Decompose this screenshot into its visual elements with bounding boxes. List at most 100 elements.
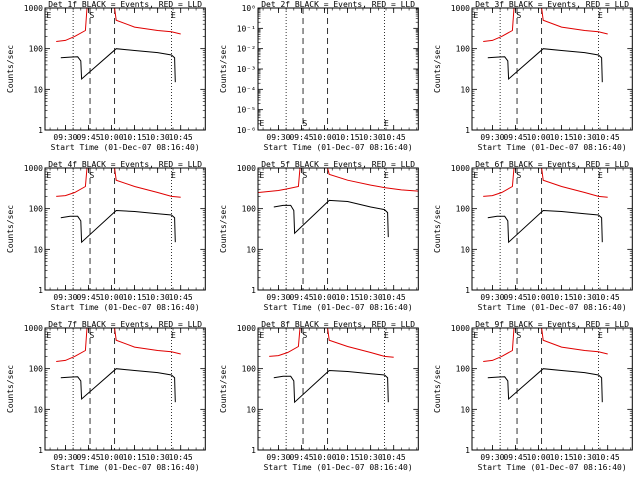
- x-tick-label: 10:45: [595, 133, 619, 142]
- chart-title: Det 4f BLACK = Events, RED = LLD: [48, 160, 202, 169]
- detector-chart-4: 1 10 100 1000 09:30 09:45 10:00 10:15 10:30 10:45…: [0, 160, 213, 320]
- y-tick-label: 100: [29, 45, 44, 54]
- y-tick-label: 10: [247, 405, 257, 414]
- lld-rate-series: [56, 328, 181, 362]
- detector-chart-3: 1 10 100 1000 09:30 09:45 10:00 10:15 10:30 10:45…: [427, 0, 640, 160]
- x-tick-label: 10:15: [549, 293, 573, 302]
- x-tick-label: 10:30: [572, 133, 596, 142]
- y-axis-label: Counts/sec: [219, 365, 228, 413]
- x-tick-label: 09:45: [76, 133, 100, 142]
- x-tick-label: 09:30: [480, 293, 504, 302]
- x-axis-label: Start Time (01-Dec-07 08:16:40): [51, 143, 200, 152]
- x-tick-label: 10:45: [595, 293, 619, 302]
- event-rate-series: [274, 369, 390, 404]
- event-marker-label: E: [46, 331, 51, 340]
- x-axis-label: Start Time (01-Dec-07 08:16:40): [264, 143, 413, 152]
- chart-svg: 1 10 100 1000 09:30 09:45 10:00 10:15 10:30 10:45…: [6, 320, 206, 472]
- event-rate-series: [60, 48, 176, 83]
- y-tick-label: 1: [38, 126, 43, 135]
- lld-rate-series: [56, 168, 181, 198]
- y-tick-label: 1: [251, 286, 256, 295]
- y-tick-label: 1: [465, 446, 470, 455]
- event-marker-label: E: [46, 11, 51, 20]
- x-axis-label: Start Time (01-Dec-07 08:16:40): [51, 463, 200, 472]
- y-tick-label: 1000: [450, 164, 469, 173]
- x-tick-label: 10:15: [123, 453, 147, 462]
- x-tick-label: 09:30: [267, 453, 291, 462]
- event-marker-label: E: [171, 171, 176, 180]
- chart-title: Det 9f BLACK = Events, RED = LLD: [475, 320, 629, 329]
- y-tick-label: 100: [29, 365, 44, 374]
- y-axis-label: Counts/sec: [433, 365, 442, 413]
- event-marker-label: E: [384, 119, 389, 128]
- y-tick-label: 100: [242, 205, 257, 214]
- x-tick-label: 10:15: [336, 293, 360, 302]
- x-tick-label: 10:00: [526, 453, 550, 462]
- event-rate-series: [60, 368, 176, 403]
- y-tick-label: 10⁻⁵: [237, 106, 256, 115]
- y-tick-label: 100: [455, 45, 470, 54]
- plot-frame: [471, 327, 633, 451]
- y-tick-label: 10⁻⁴: [237, 85, 256, 94]
- plot-frame: [471, 167, 633, 291]
- event-marker-label: S: [89, 11, 94, 20]
- lld-rate-series: [482, 328, 608, 362]
- event-marker-label: E: [384, 171, 389, 180]
- event-marker-label: S: [516, 331, 521, 340]
- detector-chart-8: 1 10 100 1000 09:30 09:45 10:00 10:15 10:30 10:45…: [213, 320, 426, 480]
- x-tick-label: 10:00: [526, 293, 550, 302]
- event-marker-label: S: [303, 119, 308, 128]
- event-marker-label: E: [384, 331, 389, 340]
- x-tick-label: 10:45: [169, 293, 193, 302]
- x-tick-label: 10:45: [382, 453, 406, 462]
- detector-chart-7: 1 10 100 1000 09:30 09:45 10:00 10:15 10:30 10:45…: [0, 320, 213, 480]
- y-tick-label: 10: [247, 245, 257, 254]
- event-rate-series: [274, 199, 390, 238]
- x-tick-label: 10:15: [336, 453, 360, 462]
- y-tick-label: 10: [460, 245, 470, 254]
- event-marker-label: E: [473, 11, 478, 20]
- x-tick-label: 09:30: [53, 453, 77, 462]
- plot-area: [56, 8, 181, 130]
- event-rate-series: [487, 368, 603, 403]
- y-axis-label: Counts/sec: [219, 45, 228, 93]
- event-marker-label: E: [598, 171, 603, 180]
- plot-frame: [257, 327, 420, 451]
- y-tick-label: 10⁻³: [237, 65, 256, 74]
- x-tick-label: 10:30: [146, 133, 170, 142]
- x-tick-label: 10:00: [100, 133, 124, 142]
- event-marker-label: E: [46, 171, 51, 180]
- x-tick-label: 09:45: [290, 293, 314, 302]
- event-marker-label: E: [171, 11, 176, 20]
- detector-chart-5: 1 10 100 1000 09:30 09:45 10:00 10:15 10:30 10:45…: [213, 160, 426, 320]
- plot-area: [482, 328, 608, 450]
- y-tick-label: 10⁻²: [237, 45, 256, 54]
- y-tick-label: 1000: [450, 324, 469, 333]
- y-tick-label: 1000: [237, 324, 256, 333]
- x-tick-label: 10:15: [123, 133, 147, 142]
- event-marker-label: S: [303, 171, 308, 180]
- x-axis-label: Start Time (01-Dec-07 08:16:40): [477, 303, 626, 312]
- event-rate-series: [487, 48, 603, 83]
- x-tick-label: 10:30: [146, 453, 170, 462]
- y-tick-label: 10: [460, 405, 470, 414]
- y-axis-label: Counts/sec: [433, 205, 442, 253]
- y-tick-label: 1: [251, 446, 256, 455]
- detector-chart-1: 1 10 100 1000 09:30 09:45 10:00 10:15 10:30 10:45…: [0, 0, 213, 160]
- y-tick-label: 1: [465, 126, 470, 135]
- x-tick-label: 09:30: [53, 133, 77, 142]
- x-tick-label: 09:30: [480, 453, 504, 462]
- x-tick-label: 10:00: [526, 133, 550, 142]
- y-tick-label: 100: [242, 365, 257, 374]
- event-marker-label: E: [260, 171, 265, 180]
- lld-rate-series: [482, 8, 608, 42]
- chart-title: Det 1f BLACK = Events, RED = LLD: [48, 0, 202, 9]
- x-axis-label: Start Time (01-Dec-07 08:16:40): [477, 463, 626, 472]
- y-tick-label: 100: [455, 205, 470, 214]
- x-tick-label: 10:30: [146, 293, 170, 302]
- x-tick-label: 09:45: [76, 293, 100, 302]
- y-tick-label: 1000: [24, 4, 43, 13]
- event-marker-label: S: [516, 11, 521, 20]
